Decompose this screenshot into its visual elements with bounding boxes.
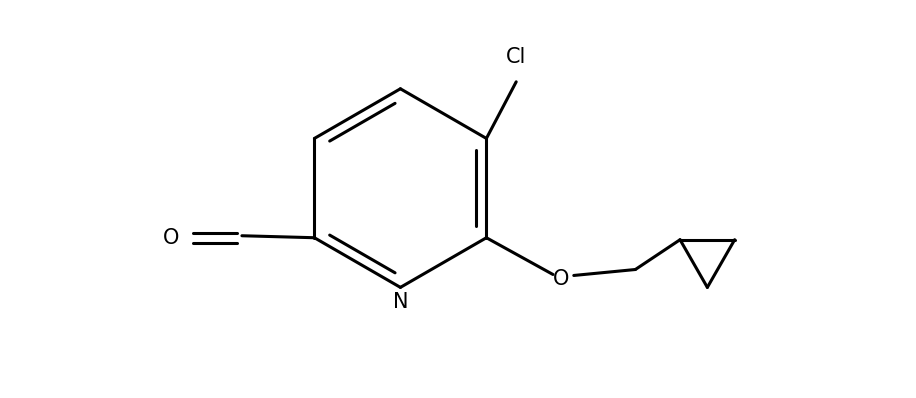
Text: O: O xyxy=(552,269,569,289)
Text: Cl: Cl xyxy=(506,47,527,67)
Text: O: O xyxy=(163,228,180,248)
Text: N: N xyxy=(393,293,409,312)
